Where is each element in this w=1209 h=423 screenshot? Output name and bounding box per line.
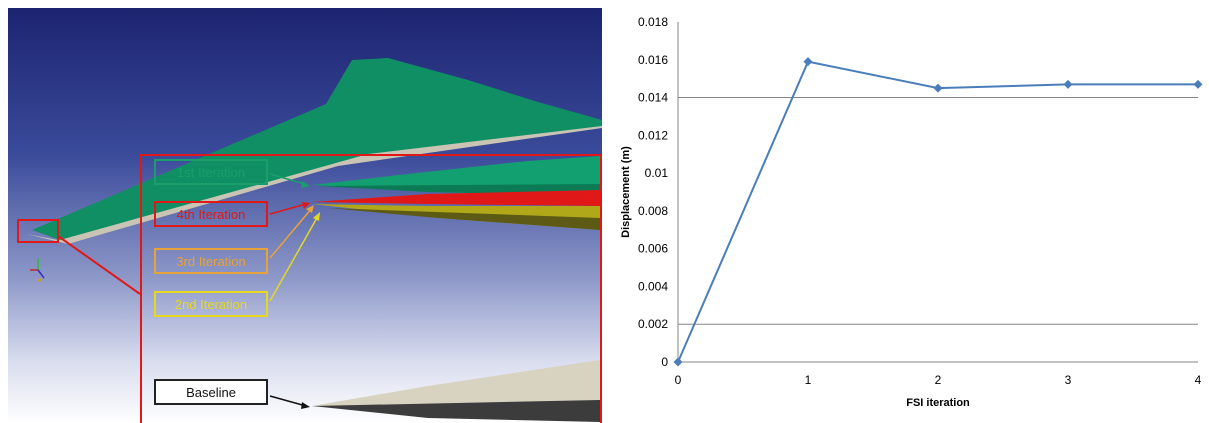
y-tick-label: 0.018 <box>638 15 668 29</box>
series-line <box>677 60 1198 363</box>
y-tick-label: 0.01 <box>645 166 669 180</box>
displacement-chart: 0 0.002 0.004 0.006 0.008 0.01 0.012 0.014 0.016… <box>604 0 1209 423</box>
baseline-shade <box>312 400 600 422</box>
x-tick-label: 1 <box>805 373 812 387</box>
series-displacement <box>673 57 1203 367</box>
tip-callout-box <box>17 219 59 243</box>
data-point <box>933 83 943 93</box>
x-tick-label: 3 <box>1065 373 1072 387</box>
y-tick-label: 0.016 <box>638 53 668 67</box>
data-point <box>1193 79 1203 89</box>
chart-svg: 0 0.002 0.004 0.006 0.008 0.01 0.012 0.014 0.016… <box>620 15 1203 409</box>
first-iteration-label: 1st Iteration <box>154 159 268 185</box>
y-tick-label: 0.002 <box>638 317 668 331</box>
x-tick-label: 0 <box>675 373 682 387</box>
y-tick-label: 0.008 <box>638 204 668 218</box>
wing-surface <box>32 58 602 240</box>
y-tick-label: 0.006 <box>638 242 668 256</box>
x-tick-label: 2 <box>935 373 942 387</box>
y-tick-label: 0.004 <box>638 279 668 293</box>
gridlines <box>678 97 1198 325</box>
zoom-inset-frame <box>140 154 602 423</box>
second-iteration-label: 2nd Iteration <box>154 291 268 317</box>
y-tick-label: 0 <box>661 355 668 369</box>
x-axis-title: FSI iteration <box>906 397 970 409</box>
axis-triad-icon <box>30 258 45 282</box>
fourth-iteration-surface <box>312 190 600 206</box>
x-tick-labels: 0 1 2 3 4 <box>675 373 1202 387</box>
baseline-surface <box>312 360 600 412</box>
baseline-label: Baseline <box>154 379 268 405</box>
x-tick-label: 4 <box>1195 373 1202 387</box>
data-point <box>673 357 683 367</box>
wing-shadow <box>26 122 602 244</box>
y-tick-label: 0.014 <box>638 91 668 105</box>
data-point <box>803 57 813 67</box>
label-arrows <box>269 173 320 409</box>
y-tick-label: 0.012 <box>638 128 668 142</box>
second-iteration-shade <box>328 208 600 230</box>
fourth-iteration-label: 4th Iteration <box>154 201 268 227</box>
callout-connector <box>57 235 141 295</box>
y-axis-title: Displacement (m) <box>620 146 632 238</box>
third-iteration-label: 3rd Iteration <box>154 248 268 274</box>
wing-render-panel: 1st Iteration 4th Iteration 3rd Iteratio… <box>8 8 602 423</box>
data-point <box>1063 79 1073 89</box>
y-tick-labels: 0 0.002 0.004 0.006 0.008 0.01 0.012 0.014 0.016… <box>638 15 668 369</box>
wing-scene <box>17 58 602 423</box>
